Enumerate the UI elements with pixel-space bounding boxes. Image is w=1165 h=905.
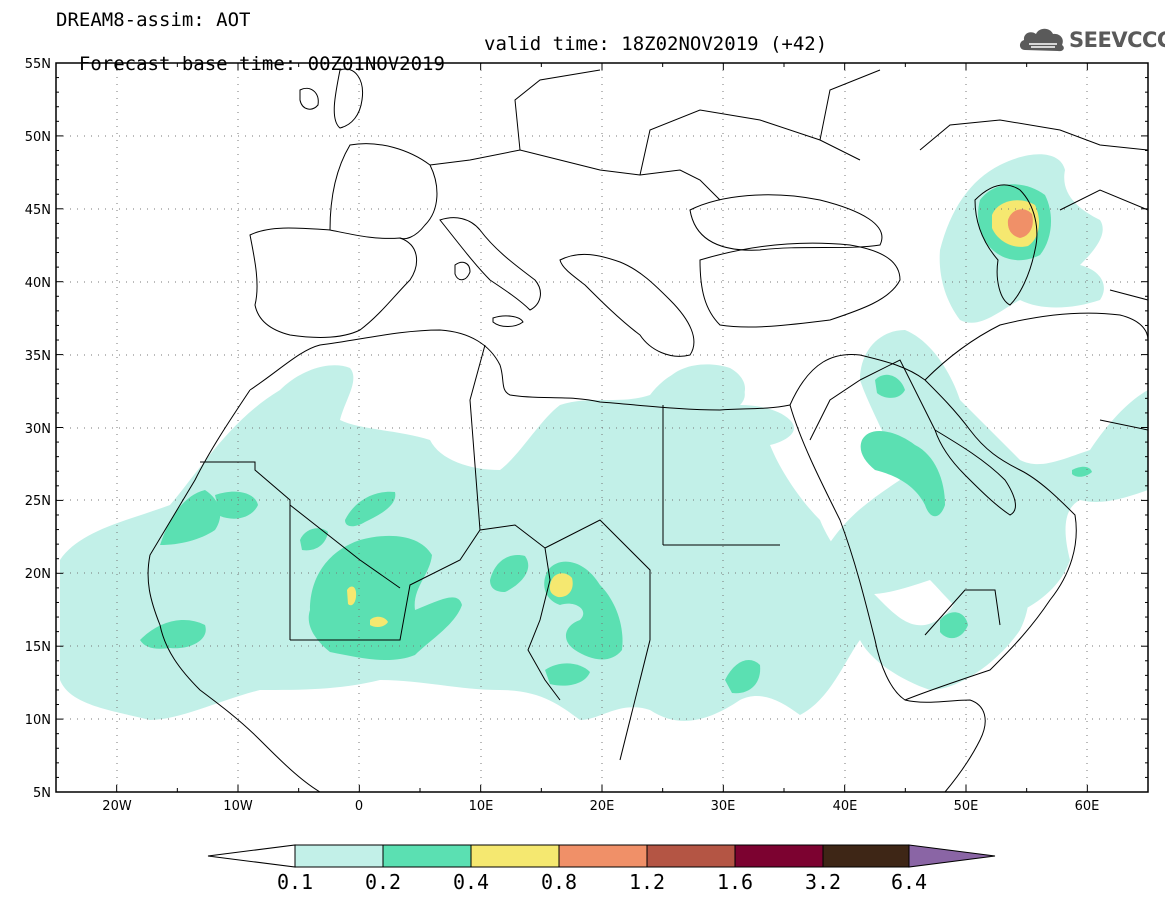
colorbar-swatch [382,844,472,868]
lat-label: 20N [25,567,51,582]
aot-contour-medium [545,663,590,686]
colorbar-label: 6.4 [891,870,927,894]
colorbar: 0.1 0.2 0.4 0.8 1.2 1.6 3.2 6.4 [207,844,996,894]
seevccc-logo: SEEVCCC [1017,22,1165,56]
latitude-labels: 5N 10N 15N 20N 25N 30N 35N 40N 45N 50N 5… [25,57,51,801]
aot-contour-medium [215,491,258,519]
lon-label: 10W [223,799,253,814]
aot-contour-medium [875,374,905,398]
colorbar-low-arrow [207,844,296,868]
lat-label: 40N [25,276,51,291]
colorbar-label: 1.2 [629,870,665,894]
logo-text: SEEVCCC [1069,28,1165,52]
aot-contour-medium [725,660,761,694]
lat-label: 15N [25,640,51,655]
lat-label: 50N [25,130,51,145]
lon-label: 60E [1075,799,1100,814]
lat-label: 35N [25,349,51,364]
lon-label: 30E [711,799,736,814]
lon-label: 20W [102,799,132,814]
lat-label: 45N [25,203,51,218]
forecast-base-time: Forecast base time: 00Z01NOV2019 [78,53,445,75]
aot-contour-medium [140,620,206,649]
lon-label: 50E [954,799,979,814]
aot-contour-medium [345,491,396,527]
aot-contour-orange [1007,209,1033,238]
lat-label: 25N [25,494,51,509]
colorbar-label: 0.8 [541,870,577,894]
valid-time: valid time: 18Z02NOV2019 (+42) [484,33,828,55]
aot-contour-medium [160,490,221,545]
coastlines-borders [147,68,1148,792]
lat-label: 10N [25,713,51,728]
lon-label: 20E [590,799,615,814]
colorbar-swatch [470,844,560,868]
aot-contour-yellow [549,573,573,598]
aot-shading [60,154,1148,721]
aot-contour-light [820,330,1148,622]
colorbar-label: 0.4 [453,870,489,894]
colorbar-swatch [646,844,736,868]
axis-ticks [55,62,1149,793]
aot-contour-light [663,364,746,405]
lon-label: 0 [355,799,363,814]
aot-contour-yellow [347,586,357,606]
aot-contour-medium [308,535,462,661]
colorbar-label: 3.2 [805,870,841,894]
product-title: DREAM8-assim: AOT [56,9,251,31]
colorbar-swatch [734,844,824,868]
colorbar-label: 0.1 [277,870,313,894]
colorbar-label: 0.2 [365,870,401,894]
aot-contour-medium [860,430,945,517]
aot-contour-light [60,365,1029,721]
aot-contour-medium [490,555,529,592]
aot-contour-medium [940,612,968,639]
cloud-icon [1019,28,1064,52]
colorbar-swatch [822,844,910,868]
colorbar-label: 1.6 [717,870,753,894]
longitude-labels: 20W 10W 0 10E 20E 30E 40E 50E 60E [102,799,1099,814]
aot-contour-yellow [370,616,388,627]
lat-label: 30N [25,422,51,437]
lon-label: 10E [469,799,494,814]
lat-label: 5N [33,786,51,801]
time-line: Forecast base time: 00Z01NOV2019 valid t… [56,34,827,94]
colorbar-high-arrow [908,844,996,868]
aot-contour-medium [300,528,328,551]
colorbar-swatch [294,844,384,868]
map-grid [56,63,1148,792]
lat-label: 55N [25,57,51,72]
lon-label: 40E [833,799,858,814]
colorbar-swatch [558,844,648,868]
